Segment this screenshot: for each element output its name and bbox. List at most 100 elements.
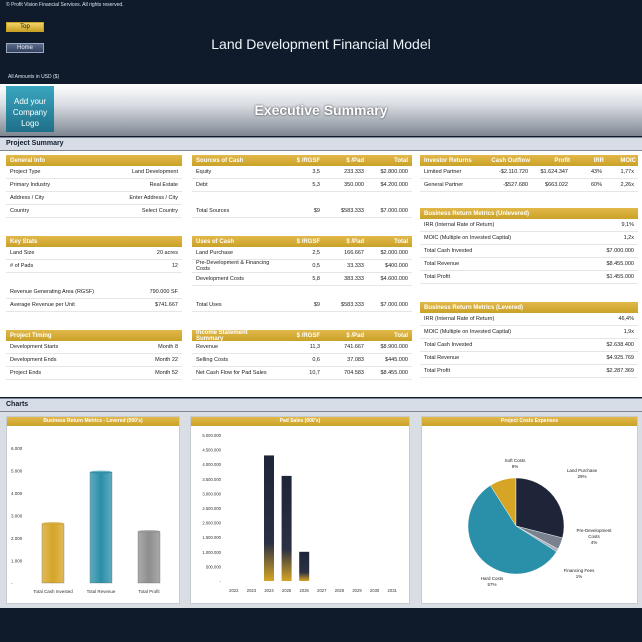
table-row: IRR (Internal Rate of Return) 9,1% (420, 219, 638, 232)
slice-pct: 57% (487, 582, 496, 587)
row-label: IRR (Internal Rate of Return) (424, 222, 495, 228)
y-tick-label: - (220, 579, 222, 584)
pie-slice (515, 477, 565, 539)
row-value: 9,1% (621, 222, 634, 228)
company-logo-placeholder[interactable]: Add your Company Logo (6, 86, 54, 132)
row-value: $8.900.000 (380, 344, 408, 350)
row-label: Total Cash Invested (424, 248, 473, 254)
row-value: 46,4% (618, 316, 634, 322)
row-value: $7.000.000 (380, 302, 408, 308)
row-value: $445.000 (385, 357, 408, 363)
row-label: MOIC (Multiple on Invested Capital) (424, 329, 512, 335)
bar (281, 475, 292, 581)
table-row: Total Revenue $4.925.769 (420, 352, 638, 365)
row-value: Month 22 (155, 357, 178, 363)
row-value: $663.022 (545, 182, 568, 188)
row-value: 3,5 (312, 169, 320, 175)
y-tick-label: 1.000 (11, 559, 23, 564)
table-row: Total Cash Invested $2.638.400 (420, 339, 638, 352)
row-value: 2,5 (312, 250, 320, 256)
table-row: Project Type Land Development (6, 166, 182, 179)
footer-area (0, 608, 642, 642)
row-value: $8.455.000 (380, 370, 408, 376)
row-value: 5,8 (312, 276, 320, 282)
row-value: 12 (171, 263, 178, 269)
y-tick-label: 1.000.000 (202, 550, 221, 555)
row-label: Land Size (10, 250, 35, 256)
table-row: Total Sources $9 $583.333 $7.000.000 (192, 205, 412, 218)
row-value: 11,3 (309, 344, 320, 350)
row-value: 0,5 (312, 263, 320, 269)
row-value: $4.200.000 (380, 182, 408, 188)
table-row: Revenue Generating Area (RGSF) 790.000 SF (6, 286, 182, 299)
row-value: 166.667 (344, 250, 364, 256)
investor-returns-panel: Investor Returns Cash Outflow Profit IRR… (420, 155, 638, 192)
y-tick-label: 4.500.000 (202, 448, 221, 453)
row-value: -$2.110.720 (499, 169, 528, 175)
income-statement-panel: Income Statement Summary $ /RGSF $ /Pad … (192, 330, 412, 380)
slice-pct: 9% (512, 464, 519, 469)
row-value: Real Estate (149, 182, 178, 188)
x-tick-label: Total Revenue (87, 589, 116, 594)
row-label: General Partner (424, 182, 464, 188)
table-row: Primary Industry Real Estate (6, 179, 182, 192)
project-timing-header: Project Timing (6, 330, 182, 341)
table-row: # of Pads 12 (6, 260, 182, 273)
table-row: Address / City Enter Address / City (6, 192, 182, 205)
row-value: 1,9x (623, 329, 634, 335)
bar (89, 472, 113, 584)
project-timing-panel: Project Timing Development Starts Month 8… (6, 330, 182, 380)
key-stats-panel: Key Stats Land Size 20 acres # of Pads 12 R… (6, 236, 182, 312)
table-row: Project Ends Month 52 (6, 367, 182, 380)
row-label: Project Type (10, 169, 41, 175)
row-value: $400.000 (385, 263, 408, 269)
row-label: Equity (196, 169, 212, 175)
row-value: $2.800.000 (380, 169, 408, 175)
row-value: $7.000.000 (606, 248, 634, 254)
bar-cap (42, 522, 64, 526)
table-row: Land Purchase 2,5 166.667 $2.000.000 (192, 247, 412, 260)
y-tick-label: 3.000.000 (202, 491, 221, 496)
table-row: Total Profit $2.287.369 (420, 365, 638, 378)
y-tick-label: 1.500.000 (202, 535, 221, 540)
y-tick-label: 2.500.000 (202, 506, 221, 511)
slice-pct: 1% (576, 574, 583, 579)
home-button[interactable]: Home (6, 43, 44, 53)
bar (41, 523, 65, 584)
sources-of-cash-panel: Sources of Cash $ /RGSF $ /Pad Total Equ… (192, 155, 412, 218)
row-label: IRR (Internal Rate of Return) (424, 316, 495, 322)
table-row: Limited Partner -$2.110.720 $1.624.347 43% 1… (420, 166, 638, 179)
chart-title: Business Return Metrics - Levered (000's… (7, 417, 179, 426)
row-label: Address / City (10, 195, 45, 201)
table-row: Equity 3,5 233.333 $2.800.000 (192, 166, 412, 179)
app-title: Land Development Financial Model (211, 36, 431, 52)
general-info-header: General Info (6, 155, 182, 166)
table-row: General Partner -$527.680 $663.022 60% 2,26x (420, 179, 638, 192)
row-label: Total Cash Invested (424, 342, 473, 348)
table-row: Total Revenue $8.455.000 (420, 258, 638, 271)
row-value: $7.000.000 (380, 208, 408, 214)
table-row: Pre-Development & Financing Costs 0,5 33.3… (192, 260, 412, 273)
table-row: Country Select Country (6, 205, 182, 218)
uses-of-cash-panel: Uses of Cash $ /RGSF $ /Pad Total Land P… (192, 236, 412, 312)
executive-banner (0, 84, 642, 136)
row-label: Limited Partner (424, 169, 462, 175)
x-tick-label: 2023 (247, 588, 257, 593)
top-button[interactable]: Top (6, 22, 44, 32)
slice-pct: 29% (577, 474, 586, 479)
row-value: 60% (590, 182, 602, 188)
executive-summary-title: Executive Summary (254, 102, 388, 118)
pie-slice (467, 485, 557, 575)
row-label: Land Purchase (196, 250, 233, 256)
row-label: Total Revenue (424, 261, 460, 267)
row-label: Total Sources (196, 208, 230, 214)
slice-label: Financing Fees (564, 568, 596, 573)
row-value: 43% (590, 169, 602, 175)
levered-metrics-chart: Business Return Metrics - Levered (000's… (6, 416, 180, 604)
row-label: Average Revenue per Unit (10, 302, 75, 308)
top-bar: © Profit Vision Financial Services. All … (0, 0, 642, 84)
table-row: Development Starts Month 8 (6, 341, 182, 354)
table-row: Development Costs 5,8 383.333 $4.600.000 (192, 273, 412, 286)
y-tick-label: 2.000 (11, 536, 23, 541)
